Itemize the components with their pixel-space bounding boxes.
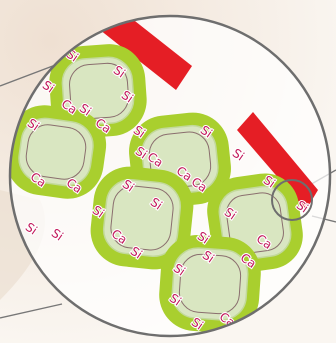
cell (10, 105, 107, 199)
cell (90, 166, 194, 270)
red-band-top (95, 16, 192, 90)
zoom-region-circle (271, 179, 313, 221)
cell (159, 235, 261, 333)
magnifier-rim (8, 14, 332, 338)
connector-line-bottom-left (0, 303, 63, 319)
red-band-right (237, 112, 318, 210)
connector-line-top-left (0, 63, 59, 87)
